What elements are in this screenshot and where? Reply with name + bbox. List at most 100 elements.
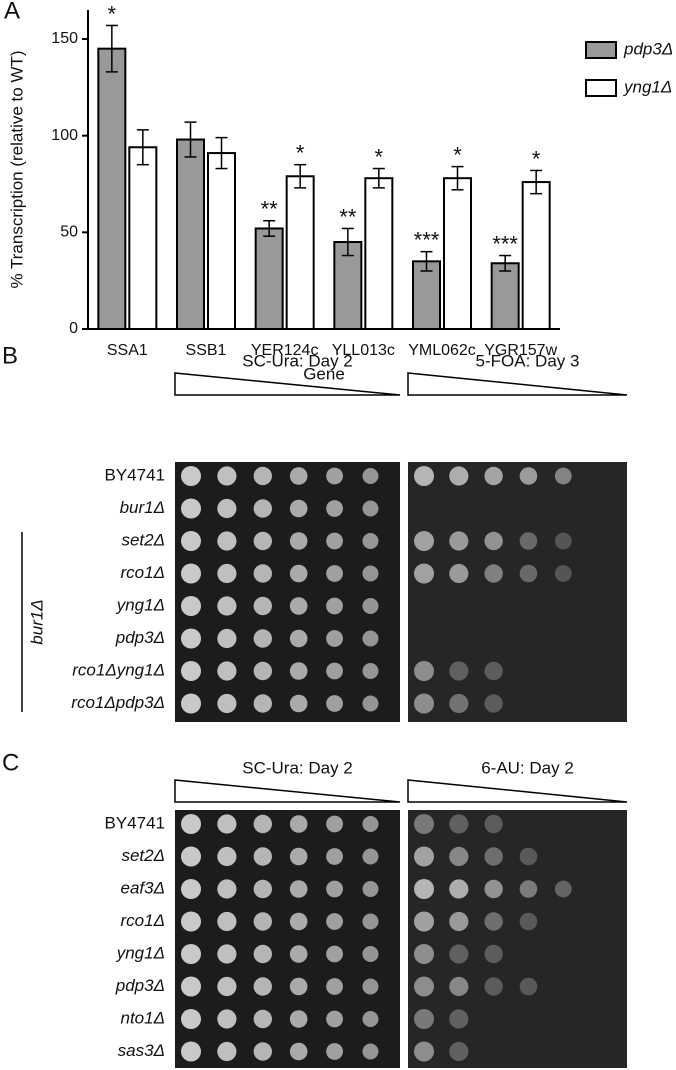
bar — [490, 262, 520, 330]
spot — [217, 498, 237, 519]
spot — [289, 499, 308, 518]
spot — [181, 563, 201, 584]
spot — [217, 563, 237, 584]
spot — [484, 944, 503, 964]
spot — [362, 848, 379, 865]
strain-label: sas3Δ — [118, 1041, 165, 1060]
bar — [128, 146, 158, 330]
plate — [175, 810, 400, 1068]
spot — [414, 944, 434, 964]
spot — [519, 847, 538, 866]
strain-label: rco1Δ — [121, 563, 165, 582]
spot — [362, 565, 379, 582]
spot — [326, 662, 343, 680]
x-axis-label: Gene — [303, 364, 345, 383]
spot — [217, 531, 237, 551]
spot — [554, 880, 572, 898]
spot — [519, 564, 538, 583]
spot — [484, 912, 503, 931]
spot — [484, 977, 503, 996]
y-tick-label: 150 — [51, 30, 78, 47]
spot — [253, 1042, 272, 1061]
spot — [289, 662, 308, 680]
legend-label: yng1Δ — [623, 77, 672, 96]
spot — [484, 661, 503, 681]
spot — [519, 532, 538, 550]
spot — [362, 1011, 379, 1027]
spot — [181, 628, 201, 649]
spot — [414, 1009, 434, 1029]
spot — [362, 663, 379, 679]
y-tick-label: 0 — [69, 320, 78, 337]
strain-label: rco1Δ — [121, 911, 165, 930]
spot — [414, 563, 434, 584]
spot — [326, 532, 343, 550]
y-tick-label: 100 — [51, 127, 78, 144]
spot — [289, 945, 308, 963]
spot — [519, 912, 538, 931]
significance: * — [296, 140, 305, 165]
spot — [519, 977, 538, 996]
spot — [362, 533, 379, 549]
spot — [326, 467, 343, 485]
spot — [362, 881, 379, 897]
spot — [362, 913, 379, 930]
spot — [181, 498, 201, 519]
spot — [217, 846, 237, 867]
strain-label: rco1Δpdp3Δ — [71, 693, 165, 712]
x-tick-label: YER124c — [251, 342, 319, 359]
spot — [554, 532, 572, 550]
bar — [412, 260, 441, 331]
legend-label: pdp3Δ — [623, 39, 673, 58]
condition-label: SC-Ura: Day 2 — [242, 758, 353, 777]
spot — [253, 1009, 272, 1029]
y-axis-label: % Transcription (relative to WT) — [7, 50, 26, 288]
spot — [181, 1041, 201, 1062]
spot — [326, 565, 343, 582]
spot — [181, 531, 201, 551]
spot — [414, 466, 434, 486]
spot — [484, 847, 503, 866]
dilution-triangle — [174, 779, 401, 803]
spot — [519, 880, 538, 898]
spot — [554, 565, 572, 582]
spot — [253, 694, 272, 713]
spot — [362, 816, 379, 832]
y-tick-label: 50 — [60, 224, 78, 241]
spot — [449, 944, 469, 964]
spot — [484, 466, 503, 486]
significance: ** — [261, 197, 279, 222]
bar — [521, 181, 551, 330]
significance: * — [375, 144, 384, 169]
spot — [181, 976, 201, 997]
spot — [253, 847, 272, 866]
panel-label: B — [2, 342, 18, 369]
panel-label: C — [2, 749, 19, 776]
strain-label: pdp3Δ — [115, 628, 165, 647]
spot — [217, 944, 237, 964]
spot — [181, 944, 201, 964]
spot — [289, 532, 308, 550]
spot — [181, 466, 201, 486]
x-tick-label: YLL013c — [332, 342, 395, 359]
spot — [362, 630, 379, 647]
spot — [449, 976, 469, 997]
spot — [414, 531, 434, 551]
strain-label: pdp3Δ — [115, 976, 165, 995]
spot — [449, 563, 469, 584]
strain-label: BY4741 — [105, 465, 166, 484]
spot — [181, 596, 201, 616]
spot — [289, 629, 308, 648]
spot — [181, 814, 201, 834]
spot — [253, 499, 272, 518]
spot — [289, 1042, 308, 1061]
spot — [414, 911, 434, 932]
spot — [414, 661, 434, 681]
spot — [362, 695, 379, 712]
spot — [253, 661, 272, 681]
spot — [217, 879, 237, 899]
strain-label: set2Δ — [121, 846, 165, 865]
spot — [253, 944, 272, 964]
spot — [253, 531, 272, 551]
spot — [326, 630, 343, 647]
